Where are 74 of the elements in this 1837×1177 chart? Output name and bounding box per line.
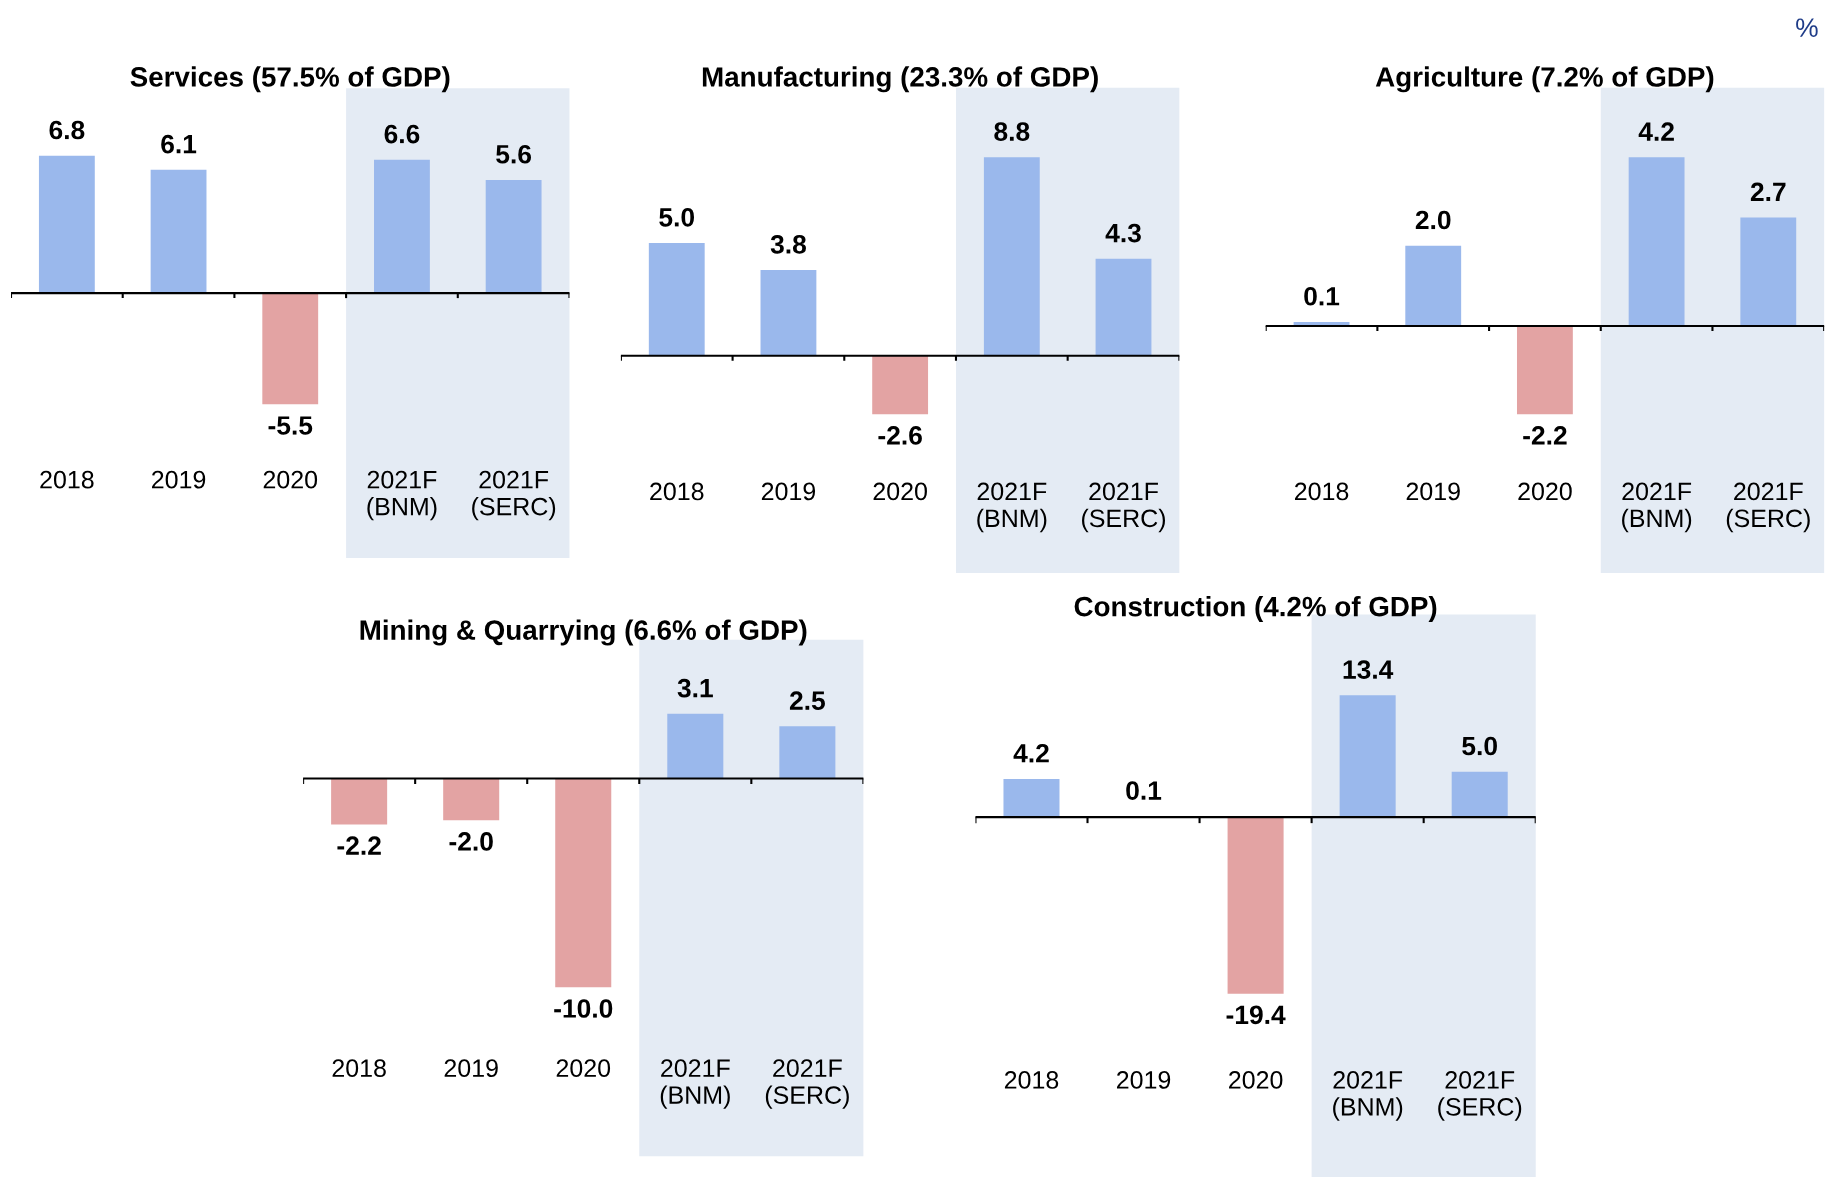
data-label: 0.1 xyxy=(1304,286,1340,306)
chart-title: Services (57.5% of GDP) xyxy=(130,66,450,93)
bar xyxy=(262,293,319,405)
data-label: 5.6 xyxy=(496,144,532,164)
x-tick-label: 2019 xyxy=(444,1059,498,1077)
bar xyxy=(150,169,207,294)
bar xyxy=(1339,695,1396,818)
bar xyxy=(1516,325,1573,415)
data-label: 13.4 xyxy=(1343,660,1394,679)
bar xyxy=(1227,817,1284,994)
x-tick-label: 2021F (SERC) xyxy=(472,470,556,521)
data-label: 5.0 xyxy=(1462,736,1497,756)
x-tick-label: 2019 xyxy=(1116,1071,1171,1089)
x-tick-label: 2020 xyxy=(1229,1071,1283,1089)
data-label: -10.0 xyxy=(554,999,613,1018)
x-tick-label: 2021F (SERC) xyxy=(765,1059,849,1109)
bar xyxy=(1003,778,1060,818)
data-label: 3.1 xyxy=(677,678,713,698)
text: % xyxy=(1796,18,1818,37)
chart-title: Agriculture (7.2% of GDP) xyxy=(1375,66,1714,93)
data-label: -2.6 xyxy=(878,426,922,445)
data-label: 2.5 xyxy=(789,691,825,711)
bar xyxy=(38,155,95,294)
data-label: -19.4 xyxy=(1226,1005,1286,1025)
data-label: -5.5 xyxy=(268,416,313,435)
x-tick-label: 2020 xyxy=(556,1059,611,1077)
x-tick-label: 2021F (BNM) xyxy=(1333,1071,1403,1121)
data-label: 4.2 xyxy=(1638,122,1674,141)
data-label: 6.6 xyxy=(384,124,420,144)
bar xyxy=(983,157,1040,356)
x-tick-label: 2018 xyxy=(40,470,94,489)
x-tick-label: 2021F (SERC) xyxy=(1726,482,1810,533)
x-tick-label: 2019 xyxy=(1406,482,1460,501)
x-tick-label: 2019 xyxy=(152,470,206,489)
x-tick-label: 2018 xyxy=(1294,482,1349,501)
bar xyxy=(648,242,705,356)
x-tick-label: 2021F (SERC) xyxy=(1438,1071,1522,1121)
x-tick-label: 2020 xyxy=(263,470,318,489)
data-label: 6.1 xyxy=(161,134,197,154)
bar xyxy=(1405,245,1462,326)
x-tick-label: 2018 xyxy=(650,482,704,501)
bar xyxy=(374,159,430,294)
data-label: 6.8 xyxy=(49,120,85,140)
x-tick-label: 2021F (SERC) xyxy=(1082,482,1166,533)
bar xyxy=(1451,771,1508,818)
bar xyxy=(760,270,817,356)
x-tick-label: 2021F (BNM) xyxy=(660,1059,730,1109)
data-label: -2.2 xyxy=(1523,426,1567,445)
x-tick-label: 2021F (BNM) xyxy=(1622,482,1692,533)
chart-title: Mining & Quarrying (6.6% of GDP) xyxy=(360,619,807,646)
chart-title: Construction (4.2% of GDP) xyxy=(1074,596,1437,622)
x-tick-label: 2020 xyxy=(1518,482,1572,501)
data-label: -2.0 xyxy=(449,832,493,851)
x-tick-label: 2018 xyxy=(332,1059,386,1077)
chart-title: Manufacturing (23.3% of GDP) xyxy=(702,66,1098,93)
x-tick-label: 2018 xyxy=(1004,1071,1059,1089)
bar xyxy=(1628,157,1685,326)
data-label: 2.7 xyxy=(1750,182,1786,201)
data-label: 5.0 xyxy=(659,207,695,227)
data-label: -2.2 xyxy=(337,836,381,855)
x-tick-label: 2019 xyxy=(761,482,816,501)
data-label: 2.0 xyxy=(1415,210,1451,230)
x-tick-label: 2021F (BNM) xyxy=(977,482,1047,533)
data-label: 4.2 xyxy=(1013,743,1049,763)
bar xyxy=(872,355,929,415)
data-label: 4.3 xyxy=(1105,223,1141,243)
data-label: 8.8 xyxy=(994,122,1030,141)
data-label: 0.1 xyxy=(1126,781,1162,800)
x-tick-label: 2021F (BNM) xyxy=(367,470,437,521)
bar xyxy=(485,179,542,294)
bar xyxy=(1095,258,1152,356)
x-tick-label: 2020 xyxy=(873,482,927,501)
data-label: 3.8 xyxy=(770,235,806,254)
bar xyxy=(1740,217,1797,326)
